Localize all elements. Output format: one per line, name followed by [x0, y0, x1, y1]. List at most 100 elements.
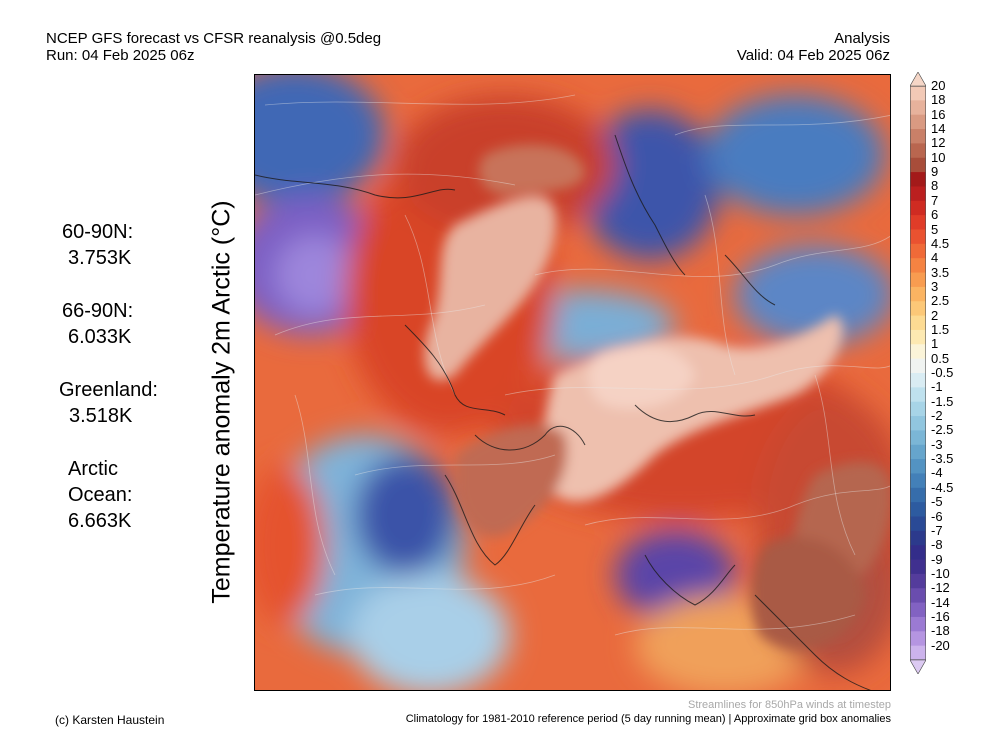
- colorbar-swatch: [910, 387, 926, 403]
- anomaly-map: [254, 74, 891, 691]
- stat-label: Arctic: [68, 458, 118, 480]
- colorbar-tick-label: 16: [931, 106, 946, 122]
- colorbar-swatch: [910, 602, 926, 618]
- colorbar-tick-label: 2: [931, 307, 939, 323]
- colorbar-tick-label: -2.5: [931, 422, 954, 438]
- stat-60-90n: 60-90N: 3.753K: [62, 219, 133, 271]
- colorbar-bottom-arrow-icon: [910, 660, 926, 674]
- colorbar-swatch: [910, 459, 926, 474]
- colorbar-swatch: [910, 315, 926, 331]
- colorbar-swatch: [910, 301, 926, 317]
- title-line-2: Run: 04 Feb 2025 06z: [46, 47, 195, 64]
- valid-time: Analysis Valid: 04 Feb 2025 06z: [737, 30, 890, 64]
- colorbar-tick-label: 2.5: [931, 293, 950, 309]
- colorbar-tick-label: -3.5: [931, 451, 954, 467]
- colorbar-swatch: [910, 86, 926, 101]
- colorbar-swatch: [910, 229, 926, 245]
- colorbar-tick-label: 8: [931, 178, 939, 194]
- stat-label-2: Ocean:: [68, 484, 133, 506]
- colorbar-swatch: [910, 473, 926, 489]
- stat-label: Greenland:: [59, 379, 158, 401]
- colorbar-swatch: [910, 631, 926, 647]
- colorbar-swatch: [910, 157, 926, 173]
- colorbar-tick-label: -4: [931, 465, 943, 481]
- colorbar-swatch: [910, 559, 926, 575]
- climatology-note: Climatology for 1981-2010 reference peri…: [405, 713, 891, 725]
- colorbar-tick-label: 1.5: [931, 321, 950, 337]
- colorbar-tick-label: -18: [931, 623, 950, 639]
- colorbar-tick-label: 18: [931, 92, 946, 108]
- colorbar-tick-label: -4.5: [931, 479, 954, 495]
- stat-label: 66-90N:: [62, 300, 134, 322]
- colorbar-swatch: [910, 573, 926, 589]
- analysis-label: Analysis: [834, 30, 890, 47]
- colorbar-swatch: [910, 114, 926, 130]
- colorbar-tick-label: 3: [931, 278, 939, 294]
- colorbar-tick-label: -10: [931, 565, 950, 581]
- colorbar-tick-label: -1.5: [931, 393, 954, 409]
- colorbar-tick-label: 5: [931, 221, 939, 237]
- colorbar-tick-label: -12: [931, 580, 950, 596]
- colorbar-tick-label: -8: [931, 537, 943, 553]
- colorbar-tick-label: 6: [931, 207, 939, 223]
- colorbar-tick-label: 10: [931, 149, 946, 165]
- colorbar-tick-label: -6: [931, 508, 943, 524]
- title-line-1: NCEP GFS forecast vs CFSR reanalysis @0.…: [46, 30, 382, 47]
- colorbar-swatch: [910, 502, 926, 517]
- stat-value: 6.663K: [68, 510, 132, 532]
- colorbar-tick-label: 14: [931, 121, 946, 137]
- colorbar-tick-label: 3.5: [931, 264, 950, 280]
- colorbar-swatch: [910, 416, 926, 431]
- colorbar-tick-label: -0.5: [931, 365, 954, 380]
- colorbar-swatch: [910, 215, 926, 230]
- colorbar-tick-label: -14: [931, 594, 950, 610]
- chart-title: NCEP GFS forecast vs CFSR reanalysis @0.…: [46, 30, 381, 64]
- credit: (c) Karsten Haustein: [55, 713, 165, 727]
- colorbar-swatch: [910, 516, 926, 532]
- colorbar-tick-label: -2: [931, 408, 943, 424]
- colorbar-tick-label: -16: [931, 608, 950, 624]
- valid-date: Valid: 04 Feb 2025 06z: [736, 47, 890, 64]
- colorbar-tick-label: -7: [931, 522, 943, 538]
- colorbar-swatch: [910, 100, 926, 116]
- colorbar-top-arrow-icon: [910, 72, 926, 86]
- colorbar-tick-label: -1: [931, 379, 943, 395]
- axis-label: Temperature anomaly 2m Arctic (°C): [207, 200, 236, 604]
- colorbar-swatch: [910, 258, 926, 274]
- stat-value: 3.518K: [69, 405, 133, 427]
- colorbar-tick-label: 4: [931, 250, 939, 266]
- colorbar-swatch: [910, 588, 926, 604]
- colorbar-swatch: [910, 186, 926, 202]
- colorbar-swatch: [910, 200, 926, 216]
- colorbar-tick-label: -9: [931, 551, 943, 567]
- stat-66-90n: 66-90N: 6.033K: [62, 298, 133, 350]
- colorbar-swatch: [910, 358, 926, 374]
- colorbar-tick-label: -20: [931, 637, 950, 653]
- stat-value: 3.753K: [68, 247, 132, 269]
- colorbar-swatch: [910, 243, 926, 259]
- colorbar-swatch: [910, 645, 926, 660]
- colorbar-swatch: [910, 616, 926, 632]
- colorbar-tick-label: -5: [931, 494, 943, 510]
- colorbar-swatch: [910, 401, 926, 417]
- colorbar-tick-label: 1: [931, 336, 939, 352]
- colorbar-tick-label: 0.5: [931, 350, 950, 366]
- colorbar-tick-label: 7: [931, 192, 939, 208]
- colorbar-swatch: [910, 373, 926, 388]
- colorbar-swatch: [910, 530, 926, 546]
- colorbar-tick-label: 4.5: [931, 235, 950, 251]
- colorbar-swatch: [910, 545, 926, 561]
- colorbar-swatch: [910, 329, 926, 345]
- colorbar-swatch: [910, 129, 926, 144]
- colorbar-swatch: [910, 444, 926, 460]
- colorbar-tick-label: -3: [931, 436, 943, 452]
- colorbar-swatch: [910, 344, 926, 360]
- colorbar-swatch: [910, 430, 926, 446]
- stat-arctic-ocean: Arctic Ocean: 6.663K: [68, 456, 132, 534]
- colorbar-tick-label: 12: [931, 135, 946, 151]
- colorbar: [910, 86, 926, 660]
- stat-value: 6.033K: [68, 326, 132, 348]
- colorbar-tick-label: 20: [931, 78, 946, 93]
- colorbar-swatch: [910, 286, 926, 302]
- colorbar-swatch: [910, 272, 926, 288]
